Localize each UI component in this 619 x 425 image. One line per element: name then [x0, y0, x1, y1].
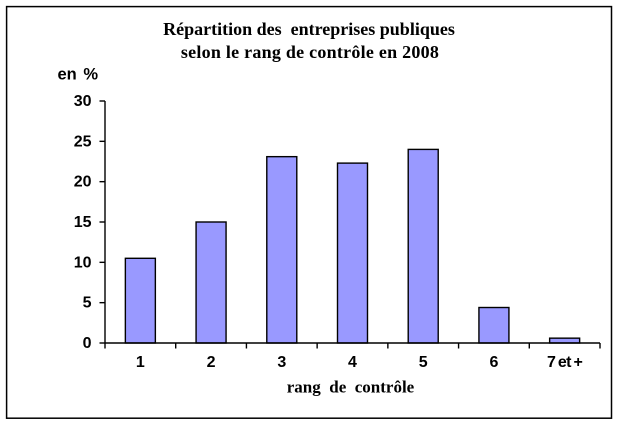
svg-text:en %: en % — [58, 65, 99, 83]
svg-text:30: 30 — [74, 93, 92, 110]
svg-text:15: 15 — [74, 214, 92, 231]
svg-text:selon le rang de contrôle en 2: selon le rang de contrôle en 2008 — [181, 42, 439, 62]
svg-text:25: 25 — [74, 133, 92, 150]
svg-text:4: 4 — [348, 354, 357, 371]
svg-text:7 et +: 7 et + — [547, 354, 583, 371]
svg-text:1: 1 — [136, 354, 145, 371]
svg-text:3: 3 — [277, 354, 286, 371]
svg-text:rang de contrôle: rang de contrôle — [287, 378, 415, 397]
svg-text:5: 5 — [83, 295, 92, 312]
svg-text:2: 2 — [207, 354, 216, 371]
svg-text:20: 20 — [74, 174, 92, 191]
svg-text:10: 10 — [74, 254, 92, 271]
svg-text:Répartition des entreprises p: Répartition des entreprises publiques — [163, 19, 455, 39]
svg-text:5: 5 — [419, 354, 428, 371]
svg-text:6: 6 — [489, 354, 498, 371]
svg-text:0: 0 — [83, 335, 92, 352]
